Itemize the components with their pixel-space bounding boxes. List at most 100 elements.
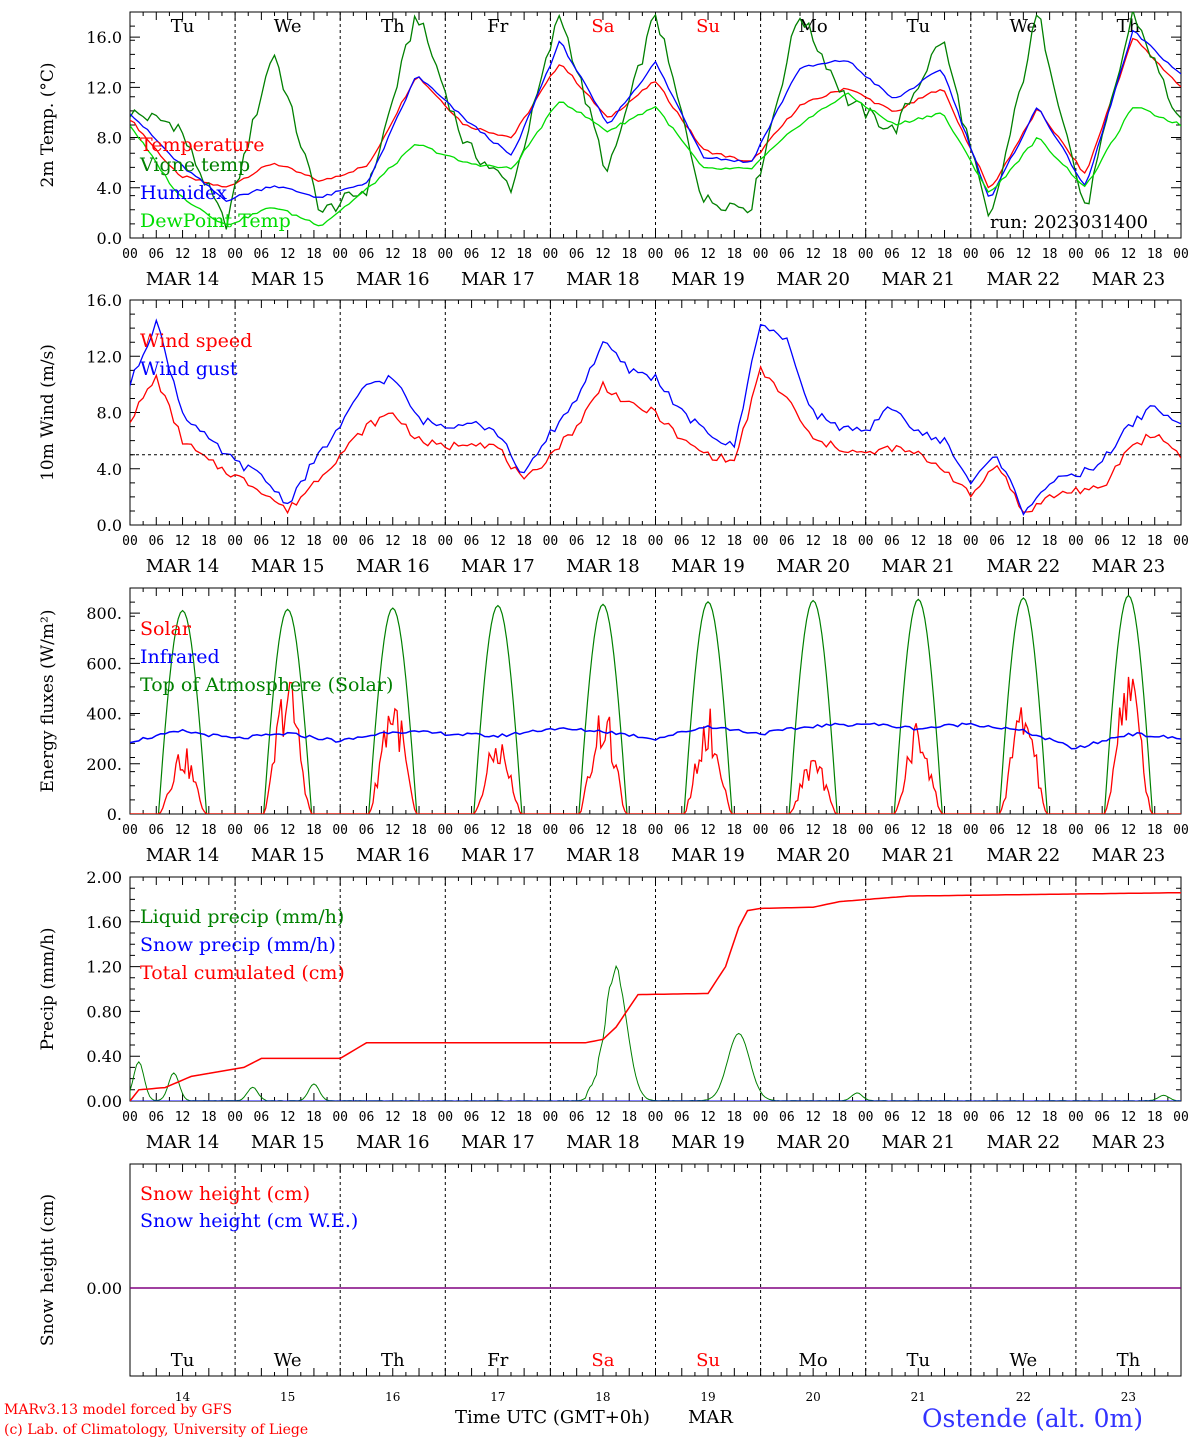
x-axis-label: Time UTC (GMT+0h) xyxy=(455,1407,650,1428)
hour-tick-label: 18 xyxy=(201,534,217,549)
date-label: MAR 21 xyxy=(881,556,955,577)
date-label: MAR 18 xyxy=(566,269,640,290)
hour-tick-label: 06 xyxy=(359,1110,375,1125)
date-label: MAR 20 xyxy=(776,1132,850,1153)
hour-tick-label: 18 xyxy=(1042,534,1058,549)
hour-tick-label: 18 xyxy=(201,1110,217,1125)
hour-tick-label: 18 xyxy=(937,823,953,838)
day-of-week-label: We xyxy=(1010,1350,1038,1371)
date-label: MAR 19 xyxy=(671,845,745,866)
day-number-label: 17 xyxy=(490,1390,505,1404)
legend-entry: Total cumulated (cm) xyxy=(140,962,345,984)
hour-tick-label: 00 xyxy=(122,823,138,838)
legend-entry: Snow height (cm) xyxy=(140,1183,310,1205)
hour-tick-label: 06 xyxy=(359,534,375,549)
day-of-week-label: Tu xyxy=(171,1350,195,1371)
y-tick-label: 0.00 xyxy=(86,1279,122,1298)
hour-tick-label: 06 xyxy=(359,823,375,838)
hour-tick-label: 06 xyxy=(884,1110,900,1125)
hour-tick-label: 00 xyxy=(858,247,874,262)
hour-tick-label: 18 xyxy=(726,823,742,838)
hour-tick-label: 18 xyxy=(201,823,217,838)
y-tick-label: 4.0 xyxy=(97,460,122,479)
hour-tick-label: 12 xyxy=(700,1110,716,1125)
station-name: Ostende (alt. 0m) xyxy=(922,1404,1143,1433)
hour-tick-label: 06 xyxy=(989,247,1005,262)
hour-tick-label: 00 xyxy=(648,1110,664,1125)
hour-tick-label: 06 xyxy=(674,1110,690,1125)
date-label: MAR 22 xyxy=(987,845,1061,866)
hour-tick-label: 18 xyxy=(832,823,848,838)
hour-tick-label: 00 xyxy=(648,247,664,262)
day-of-week-label: Fr xyxy=(487,1350,508,1371)
hour-tick-label: 18 xyxy=(937,247,953,262)
hour-tick-label: 18 xyxy=(516,1110,532,1125)
hour-tick-label: 00 xyxy=(963,534,979,549)
date-label: MAR 21 xyxy=(881,845,955,866)
hour-tick-label: 12 xyxy=(700,823,716,838)
hour-tick-label: 00 xyxy=(1173,823,1189,838)
day-of-week-label: Su xyxy=(696,1350,720,1371)
hour-tick-label: 00 xyxy=(1068,534,1084,549)
hour-tick-label: 06 xyxy=(569,247,585,262)
hour-tick-label: 00 xyxy=(332,534,348,549)
day-of-week-label: Sa xyxy=(591,16,614,37)
day-number-label: 20 xyxy=(806,1390,821,1404)
hour-tick-label: 18 xyxy=(411,534,427,549)
hour-tick-label: 12 xyxy=(805,1110,821,1125)
y-tick-label: 800. xyxy=(86,604,122,623)
date-label: MAR 23 xyxy=(1092,269,1166,290)
legend-entry: Top of Atmosphere (Solar) xyxy=(140,674,393,696)
y-tick-label: 0.0 xyxy=(97,516,122,535)
hour-tick-label: 12 xyxy=(910,823,926,838)
day-number-label: 21 xyxy=(911,1390,926,1404)
hour-tick-label: 00 xyxy=(753,534,769,549)
y-axis-label: 2m Temp. (°C) xyxy=(38,62,58,187)
hour-tick-label: 06 xyxy=(148,534,164,549)
legend-entry: Solar xyxy=(140,618,192,640)
hour-tick-label: 00 xyxy=(543,1110,559,1125)
legend-entry: Vigne temp xyxy=(139,154,250,176)
date-label: MAR 22 xyxy=(987,269,1061,290)
hour-tick-label: 12 xyxy=(1121,247,1137,262)
hour-tick-label: 18 xyxy=(516,247,532,262)
day-of-week-label: Sa xyxy=(591,1350,614,1371)
day-of-week-label: We xyxy=(274,1350,302,1371)
hour-tick-label: 00 xyxy=(963,247,979,262)
date-label: MAR 22 xyxy=(987,556,1061,577)
day-number-label: 23 xyxy=(1121,1390,1136,1404)
hour-tick-label: 00 xyxy=(122,1110,138,1125)
hour-tick-label: 12 xyxy=(175,1110,191,1125)
y-tick-label: 4.0 xyxy=(97,179,122,198)
date-label: MAR 19 xyxy=(671,1132,745,1153)
hour-tick-label: 18 xyxy=(411,247,427,262)
y-tick-label: 1.60 xyxy=(86,913,122,932)
hour-tick-label: 12 xyxy=(490,247,506,262)
date-label: MAR 14 xyxy=(146,845,220,866)
legend-entry: Humidex xyxy=(140,182,227,204)
panel-1: 0.0 4.0 8.0 12.0 16.0 2m Temp. (°C) 00 06 12 18 MA… xyxy=(38,11,1189,290)
date-label: MAR 17 xyxy=(461,1132,535,1153)
day-of-week-label: Mo xyxy=(799,16,828,37)
y-tick-label: 0.80 xyxy=(86,1002,122,1021)
hour-tick-label: 12 xyxy=(490,1110,506,1125)
date-label: MAR 18 xyxy=(566,556,640,577)
y-tick-label: 16.0 xyxy=(86,291,122,310)
hour-tick-label: 00 xyxy=(227,534,243,549)
hour-tick-label: 18 xyxy=(411,823,427,838)
series-line-solar xyxy=(130,676,1181,814)
day-of-week-label: We xyxy=(1010,16,1038,37)
hour-tick-label: 06 xyxy=(1094,247,1110,262)
hour-tick-label: 18 xyxy=(1042,247,1058,262)
date-label: MAR 21 xyxy=(881,1132,955,1153)
hour-tick-label: 18 xyxy=(621,247,637,262)
hour-tick-label: 18 xyxy=(1042,823,1058,838)
date-label: MAR 17 xyxy=(461,269,535,290)
hour-tick-label: 12 xyxy=(490,823,506,838)
hour-tick-label: 18 xyxy=(516,823,532,838)
hour-tick-label: 06 xyxy=(569,534,585,549)
hour-tick-label: 12 xyxy=(385,823,401,838)
hour-tick-label: 18 xyxy=(306,823,322,838)
hour-tick-label: 00 xyxy=(227,1110,243,1125)
